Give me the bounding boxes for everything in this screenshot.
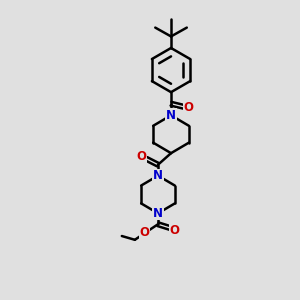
Text: N: N [153, 169, 163, 182]
Text: N: N [153, 207, 163, 220]
Text: O: O [169, 224, 179, 237]
Text: N: N [166, 109, 176, 122]
Text: O: O [137, 150, 147, 163]
Text: O: O [139, 226, 149, 239]
Text: O: O [184, 101, 194, 114]
